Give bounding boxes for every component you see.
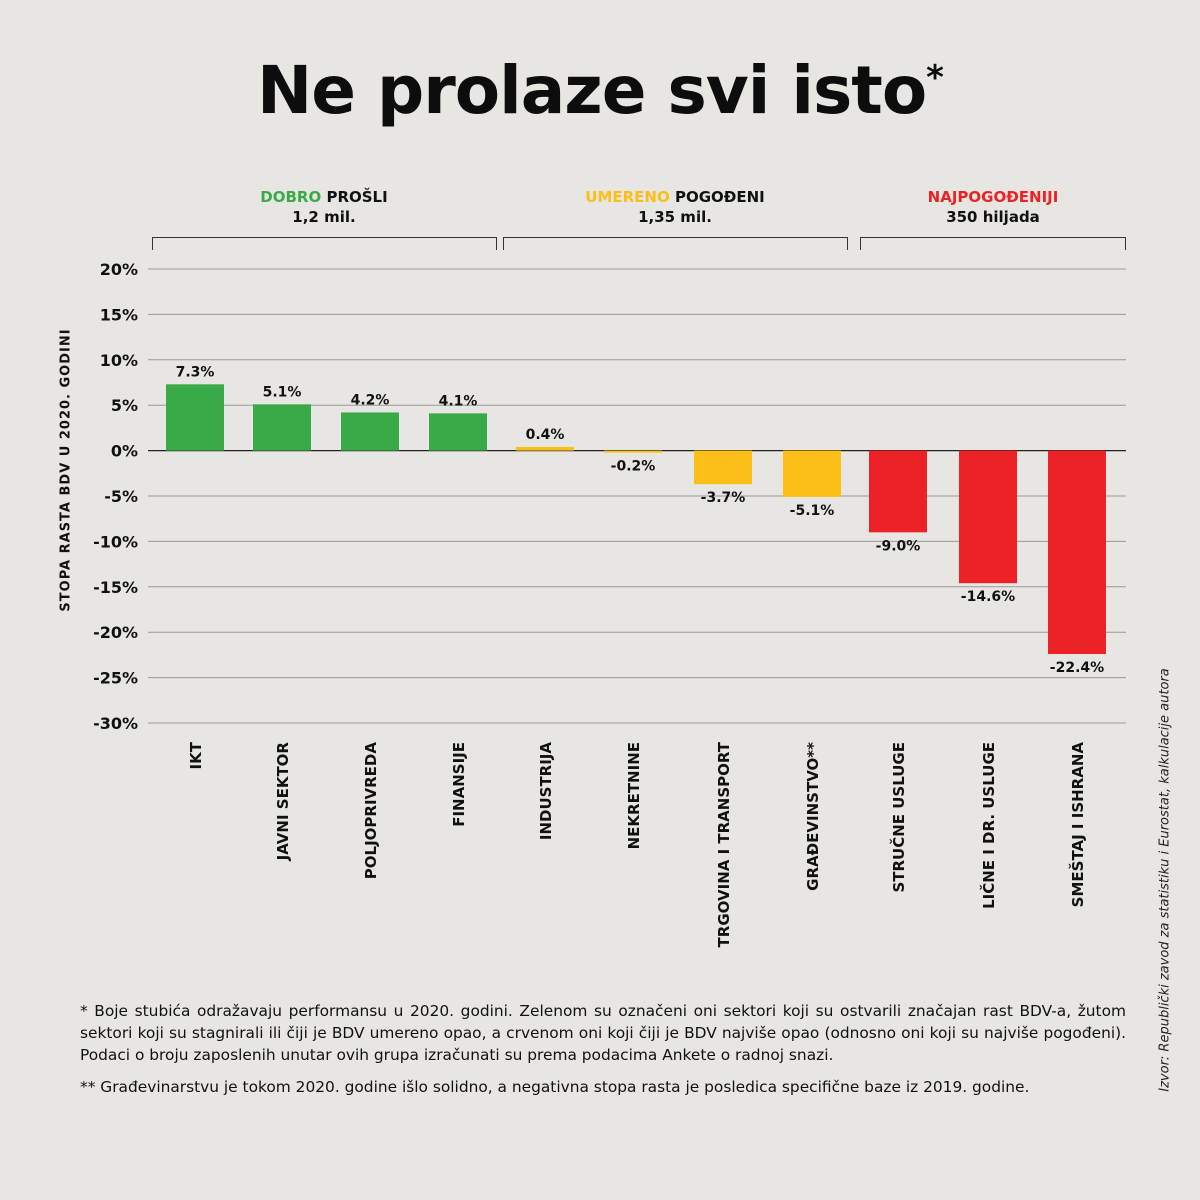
data-label: 4.2% [351, 392, 390, 408]
group-bracket-dobro [152, 237, 497, 250]
group-highlight: NAJPOGOĐENIJI [927, 188, 1059, 206]
x-tick-label: IKT [187, 741, 205, 769]
x-tick-label: FINANSIJE [450, 742, 468, 827]
group-header-umereno: UMERENO POGOĐENI 1,35 mil. [503, 188, 847, 226]
group-word: PROŠLI [326, 188, 388, 206]
data-label: -9.0% [876, 538, 921, 554]
group-highlight: UMERENO [585, 188, 670, 206]
x-tick-label: LIČNE I DR. USLUGE [979, 742, 998, 909]
data-label: 4.1% [439, 393, 478, 409]
bar [341, 412, 399, 451]
data-label: -0.2% [611, 458, 656, 474]
x-tick-label: GRAĐEVINSTVO** [804, 742, 822, 891]
group-bracket-umereno [503, 237, 848, 250]
x-tick-label: STRUČNE USLUGE [889, 742, 908, 893]
group-word: POGOĐENI [674, 188, 765, 206]
data-label: -3.7% [701, 490, 746, 506]
title-footnote-mark: * [926, 58, 944, 98]
y-tick-label: 0% [111, 442, 138, 461]
group-count: 1,35 mil. [638, 208, 712, 226]
data-label: -5.1% [790, 503, 835, 519]
y-tick-label: -10% [93, 532, 138, 551]
bar [166, 384, 224, 451]
data-label: 5.1% [263, 384, 302, 400]
source-note: Izvor: Republički zavod za statistiku i … [1157, 668, 1173, 1092]
bar [959, 450, 1017, 584]
group-count: 1,2 mil. [292, 208, 356, 226]
y-tick-label: 5% [111, 396, 138, 415]
y-tick-label: 15% [100, 305, 138, 324]
x-tick-label: POLJOPRIVREDA [362, 742, 380, 880]
bar [1048, 450, 1106, 654]
bar [869, 450, 927, 533]
group-header-najpogodjeniji: NAJPOGOĐENIJI 350 hiljada [860, 188, 1126, 226]
footnote-1: * Boje stubića odražavaju performansu u … [80, 1002, 1126, 1064]
y-tick-label: 20% [100, 260, 138, 279]
y-tick-label: -5% [104, 487, 138, 506]
x-tick-label: TRGOVINA I TRANSPORT [715, 741, 733, 947]
y-tick-label: -30% [93, 714, 138, 733]
group-bracket-najpogodjeniji [860, 237, 1126, 250]
x-tick-label: NEKRETNINE [625, 742, 643, 849]
page-title: Ne prolaze svi isto* [257, 52, 944, 129]
y-tick-label: 10% [100, 351, 138, 370]
group-count: 350 hiljada [946, 208, 1040, 226]
data-label: -22.4% [1050, 660, 1104, 676]
bar [604, 450, 662, 453]
x-tick-label: INDUSTRIJA [537, 742, 555, 841]
footnote-2: ** Građevinarstvu je tokom 2020. godine … [80, 1078, 1030, 1096]
group-highlight: DOBRO [260, 188, 322, 206]
bar [516, 446, 574, 451]
x-tick-label: JAVNI SEKTOR [274, 742, 292, 862]
bar [429, 413, 487, 451]
data-label: -14.6% [961, 589, 1015, 605]
bar [694, 450, 752, 485]
bar [253, 404, 311, 451]
y-tick-label: -15% [93, 578, 138, 597]
group-header-dobro: DOBRO PROŠLI 1,2 mil. [152, 188, 496, 226]
data-label: 0.4% [526, 427, 565, 443]
x-tick-label: SMEŠTAJ I ISHRANA [1068, 742, 1087, 908]
data-label: 7.3% [176, 364, 215, 380]
y-tick-label: -25% [93, 669, 138, 688]
bar [783, 450, 841, 497]
y-tick-label: -20% [93, 623, 138, 642]
footnotes: * Boje stubića odražavaju performansu u … [80, 1000, 1126, 1108]
